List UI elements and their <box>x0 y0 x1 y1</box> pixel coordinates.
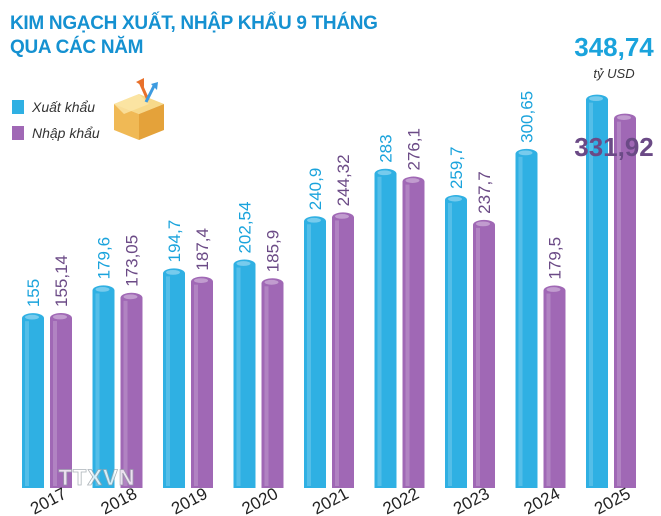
legend-label-import: Nhập khẩu <box>32 125 100 141</box>
chart-title: KIM NGẠCH XUẤT, NHẬP KHẨU 9 THÁNG QUA CÁ… <box>10 12 378 60</box>
legend-label-export: Xuất khẩu <box>32 99 96 115</box>
watermark-text: TTXVN <box>58 465 135 490</box>
value-label-import-2020: 185,9 <box>264 230 283 273</box>
legend-item-export: Xuất khẩu <box>12 96 100 118</box>
x-tick-2022: 2022 <box>380 484 422 516</box>
x-tick-2021: 2021 <box>309 484 351 516</box>
bar-export-2022 <box>374 168 397 488</box>
bar-export-2018 <box>92 285 115 488</box>
bar-import-2021 <box>332 212 354 488</box>
legend-swatch-export <box>12 100 24 114</box>
legend-swatch-import <box>12 126 24 140</box>
value-label-import-2021: 244,32 <box>334 154 353 206</box>
bar-export-2023 <box>445 195 467 488</box>
cardboard-box-icon <box>114 78 164 140</box>
bar-import-2019 <box>191 276 213 488</box>
value-label-import-2019: 187,4 <box>193 228 212 271</box>
value-label-export-2017: 155 <box>24 279 43 307</box>
value-label-export-2022: 283 <box>377 134 396 162</box>
value-label-export-2025: 348,74 <box>574 32 654 62</box>
x-tick-2020: 2020 <box>239 484 281 516</box>
bar-import-2017 <box>50 313 72 488</box>
value-label-import-2018: 173,05 <box>123 235 142 287</box>
bar-import-2018 <box>120 292 143 488</box>
bar-export-2019 <box>163 268 185 488</box>
value-label-import-2025: 331,92 <box>574 132 654 162</box>
bar-import-2025 <box>614 113 636 488</box>
value-label-export-2024: 300,65 <box>518 91 537 143</box>
chart-title-line-1: KIM NGẠCH XUẤT, NHẬP KHẨU 9 THÁNG <box>10 13 378 34</box>
bars-group <box>22 94 636 489</box>
value-label-export-2018: 179,6 <box>95 237 114 280</box>
legend-item-import: Nhập khẩu <box>12 122 100 144</box>
chart-title-line-2: QUA CÁC NĂM <box>10 37 144 58</box>
unit-label: tỷ USD <box>593 66 634 81</box>
x-tick-2023: 2023 <box>450 484 492 516</box>
bar-export-2021 <box>304 216 326 488</box>
value-label-export-2019: 194,7 <box>165 220 184 263</box>
x-tick-2019: 2019 <box>168 484 210 516</box>
bar-import-2022 <box>402 176 425 488</box>
value-label-import-2023: 237,7 <box>475 171 494 214</box>
bar-export-2025 <box>586 94 608 488</box>
bar-export-2020 <box>233 259 256 488</box>
value-label-import-2024: 179,5 <box>546 237 565 280</box>
value-label-export-2021: 240,9 <box>306 168 325 211</box>
value-label-import-2022: 276,1 <box>405 128 424 171</box>
bar-export-2024 <box>515 148 538 488</box>
value-labels-group: 155 155,14 179,6 173,05 194,7 187,4 202,54 185,… <box>24 32 654 307</box>
x-tick-2024: 2024 <box>521 484 563 516</box>
value-label-export-2020: 202,54 <box>236 202 255 254</box>
ttxvn-watermark-logo: TTXVN <box>58 465 135 491</box>
value-label-import-2017: 155,14 <box>52 255 71 307</box>
value-label-export-2023: 259,7 <box>447 147 466 190</box>
bar-import-2024 <box>543 285 566 488</box>
x-tick-2025: 2025 <box>591 484 633 516</box>
bar-import-2023 <box>473 219 495 489</box>
bar-import-2020 <box>261 278 284 488</box>
bar-export-2017 <box>22 313 44 488</box>
legend: Xuất khẩu Nhập khẩu <box>12 96 100 148</box>
